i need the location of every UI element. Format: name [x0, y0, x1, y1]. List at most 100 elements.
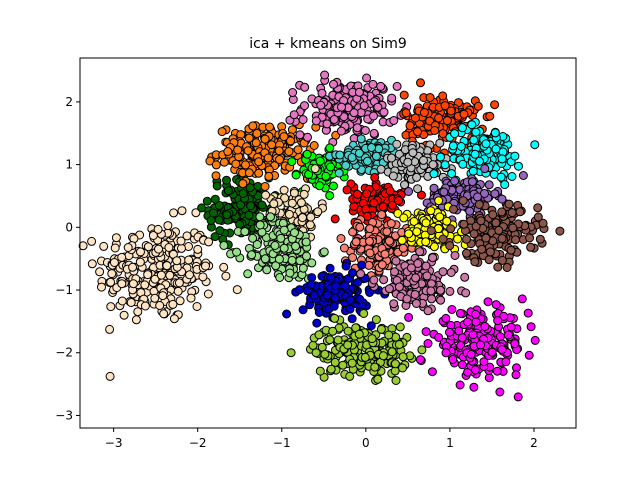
data-point [126, 298, 136, 307]
data-point [291, 170, 301, 180]
data-point [409, 217, 419, 226]
data-point [530, 140, 540, 150]
data-point [106, 277, 116, 287]
data-point [523, 308, 533, 318]
data-point [448, 355, 458, 364]
data-point [436, 285, 445, 295]
data-point [337, 102, 346, 112]
data-point [298, 263, 308, 273]
data-point [411, 273, 421, 283]
data-point [495, 387, 505, 397]
data-point [155, 301, 165, 310]
data-point [107, 269, 117, 279]
data-point [393, 209, 403, 218]
data-point [484, 255, 494, 265]
data-point [356, 134, 366, 144]
data-point [315, 181, 325, 191]
data-point [244, 168, 254, 178]
data-point [379, 275, 389, 285]
data-point [370, 172, 380, 182]
data-point [321, 171, 331, 181]
data-point [473, 192, 482, 202]
data-point [468, 166, 478, 176]
data-point [289, 188, 299, 198]
x-tick-label: 2 [530, 436, 538, 450]
data-point [449, 204, 458, 214]
data-point [442, 116, 452, 126]
data-point [341, 261, 351, 271]
data-point [510, 151, 520, 161]
data-point [412, 227, 422, 237]
data-point [186, 293, 196, 303]
data-point [221, 271, 231, 281]
data-point [143, 270, 153, 280]
data-point [367, 143, 376, 152]
data-point [354, 87, 364, 97]
data-point [362, 189, 372, 199]
data-point [210, 232, 220, 242]
data-point [479, 357, 489, 367]
data-point [291, 241, 300, 251]
data-point [238, 179, 248, 189]
data-point [238, 189, 248, 198]
data-point [287, 157, 297, 167]
data-point [518, 171, 528, 180]
data-point [361, 204, 371, 214]
data-point [397, 235, 407, 245]
data-point [423, 306, 433, 316]
data-point [331, 281, 341, 291]
data-point [243, 146, 253, 156]
data-point [300, 101, 309, 111]
data-point [274, 254, 284, 264]
data-point [212, 181, 222, 191]
data-point [405, 121, 415, 131]
data-point [555, 226, 565, 236]
data-point [347, 358, 357, 368]
data-point [320, 70, 330, 80]
cluster-17 [426, 196, 565, 272]
data-point [247, 250, 257, 260]
data-point [153, 224, 163, 234]
data-point [373, 102, 383, 112]
data-point [458, 196, 468, 206]
data-point [349, 201, 359, 211]
data-point [205, 156, 215, 166]
data-point [254, 157, 264, 167]
data-point [99, 241, 109, 251]
data-point [403, 157, 413, 167]
y-tick-label: −3 [55, 408, 73, 422]
chart-title: ica + kmeans on Sim9 [249, 36, 407, 52]
data-point [481, 139, 491, 149]
data-point [419, 155, 428, 165]
data-point [497, 255, 507, 265]
data-point [455, 380, 465, 390]
data-point [454, 326, 464, 336]
data-point [413, 259, 423, 268]
data-point [401, 108, 411, 118]
data-point [427, 367, 437, 377]
data-point [279, 243, 289, 253]
data-point [429, 169, 439, 179]
data-point [303, 132, 312, 142]
data-point [430, 126, 440, 135]
data-point [390, 359, 400, 369]
data-point [232, 285, 242, 295]
data-point [425, 93, 435, 102]
data-point [202, 196, 212, 206]
data-point [429, 242, 439, 252]
data-point [359, 101, 369, 111]
data-point [159, 309, 169, 319]
data-point [123, 243, 133, 252]
data-point [434, 196, 444, 206]
data-point [197, 203, 207, 213]
data-point [338, 360, 348, 370]
data-point [290, 228, 299, 238]
data-point [156, 270, 166, 280]
data-point [298, 213, 307, 223]
data-point [316, 100, 326, 110]
data-point [330, 214, 340, 224]
data-point [497, 345, 507, 354]
data-point [491, 218, 501, 228]
data-point [252, 129, 262, 138]
data-point [399, 90, 409, 100]
